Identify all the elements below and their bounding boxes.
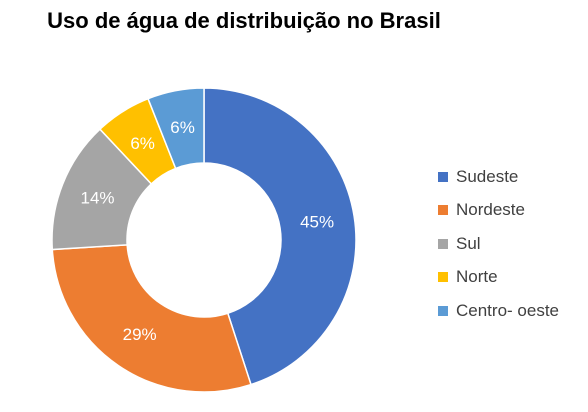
legend-label: Nordeste [456,200,525,220]
legend-item-sudeste: Sudeste [438,160,559,194]
legend-label: Sudeste [456,166,519,186]
data-label: 6% [130,134,155,153]
donut-slice-nordeste [51,244,252,393]
legend-label: Centro- oeste [456,300,559,320]
legend-swatch [438,205,448,216]
legend-swatch [438,272,448,283]
legend-item-nordeste: Nordeste [438,194,559,228]
legend: Sudeste Nordeste Sul Norte Centro- oeste [438,160,559,328]
legend-label: Norte [456,267,498,287]
data-label: 29% [123,325,157,344]
donut-slice-centro-oeste [147,87,205,170]
legend-swatch [438,171,448,182]
data-label: 45% [300,213,334,232]
chart-title: Uso de água de distribuição no Brasil [47,8,441,33]
legend-item-norte: Norte [438,261,559,295]
legend-swatch [438,238,448,249]
data-label: 14% [81,188,115,207]
donut-slice-sudeste [203,87,357,386]
legend-item-centro-oeste: Centro- oeste [438,294,559,328]
data-label: 6% [170,118,195,137]
legend-item-sul: Sul [438,227,559,261]
legend-swatch [438,305,448,316]
legend-label: Sul [456,233,481,253]
